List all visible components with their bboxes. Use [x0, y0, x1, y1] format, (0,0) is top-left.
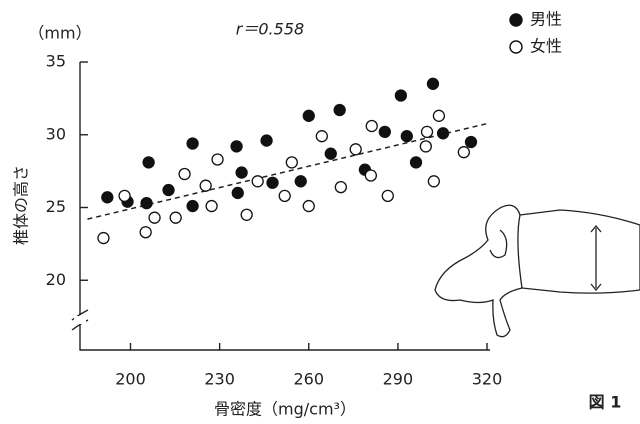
point — [419, 140, 432, 153]
point — [251, 175, 264, 188]
point — [378, 125, 391, 138]
axis-break-gap — [74, 316, 86, 324]
point — [365, 119, 378, 133]
point — [315, 130, 328, 143]
annotation: r＝0.558 — [236, 20, 304, 39]
x-axis-label: 骨密度（mg/cm³） — [214, 400, 356, 419]
axis-break — [71, 309, 89, 331]
y-axis-label: 椎体の高さ — [12, 165, 31, 245]
point — [118, 189, 131, 203]
point — [199, 179, 212, 192]
x-tick-label: 200 — [115, 370, 146, 389]
point — [302, 109, 315, 122]
point — [420, 125, 434, 138]
point — [260, 134, 273, 147]
y-tick-label: 30 — [46, 124, 66, 143]
x-tick-label: 290 — [383, 370, 414, 389]
point — [140, 196, 153, 210]
point — [302, 199, 315, 213]
y-tick-label: 35 — [46, 52, 66, 71]
x-tick-label: 230 — [204, 370, 235, 389]
y-tick-label: 25 — [46, 197, 66, 216]
point — [349, 143, 362, 156]
point — [364, 169, 378, 182]
point — [148, 211, 161, 224]
point — [409, 156, 423, 169]
point — [394, 89, 408, 102]
figure-label: 図 1 — [589, 393, 622, 412]
point — [97, 231, 110, 245]
legend-marker — [509, 13, 523, 27]
y-tick-label: 20 — [46, 270, 66, 289]
point — [139, 226, 152, 239]
x-tick-label: 320 — [472, 370, 503, 389]
point — [186, 137, 199, 150]
point — [432, 109, 446, 122]
legend-label: 女性 — [530, 37, 562, 56]
point — [464, 135, 478, 149]
point — [278, 189, 291, 203]
point — [186, 199, 199, 213]
axes — [79, 62, 490, 351]
unit-label: （mm） — [28, 24, 91, 43]
point — [169, 211, 182, 224]
point — [230, 140, 243, 153]
point — [294, 175, 307, 188]
point — [427, 175, 440, 188]
point — [205, 199, 218, 213]
vertebra-illustration — [434, 204, 640, 338]
point — [426, 77, 440, 90]
point — [400, 130, 413, 143]
legend-marker — [509, 40, 523, 54]
point — [436, 127, 450, 140]
x-tick-label: 260 — [293, 370, 324, 389]
point — [324, 147, 337, 160]
point — [381, 189, 394, 203]
point — [457, 146, 471, 159]
point — [240, 208, 253, 221]
point — [101, 191, 114, 204]
trend-line — [87, 122, 490, 220]
point — [334, 180, 348, 194]
point — [162, 183, 175, 197]
point — [142, 156, 155, 169]
point — [266, 176, 279, 189]
point — [333, 103, 346, 117]
point — [231, 186, 244, 200]
point — [178, 167, 191, 181]
legend-label: 男性 — [530, 10, 562, 29]
point — [235, 166, 248, 179]
point — [285, 156, 298, 169]
point — [211, 153, 224, 166]
